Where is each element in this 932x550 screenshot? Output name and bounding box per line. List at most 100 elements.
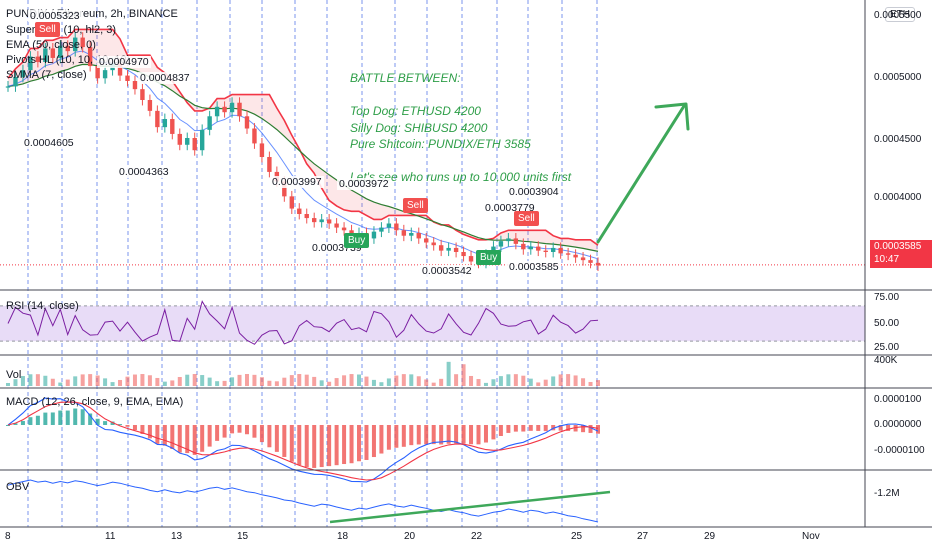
macd-pane[interactable] bbox=[6, 397, 600, 483]
rsi-label[interactable]: RSI (14, close) bbox=[6, 300, 79, 312]
volume-label[interactable]: Vol bbox=[6, 369, 22, 381]
macd-hist-bar bbox=[461, 425, 466, 444]
rsi-tick: 25.00 bbox=[874, 342, 900, 353]
volume-bar bbox=[118, 379, 123, 386]
grid-lines bbox=[27, 0, 598, 527]
time-tick: 11 bbox=[105, 531, 116, 542]
volume-bar bbox=[431, 382, 436, 386]
volume-bar bbox=[424, 379, 429, 386]
volume-bar bbox=[357, 374, 362, 386]
candle-body bbox=[132, 81, 138, 90]
candle-body bbox=[58, 45, 63, 58]
macd-hist-bar bbox=[491, 425, 496, 440]
macd-hist-bar bbox=[319, 425, 324, 468]
macd-hist-bar bbox=[140, 425, 145, 434]
volume-bar bbox=[170, 380, 175, 386]
candle-body bbox=[543, 250, 548, 252]
rsi-pane[interactable] bbox=[0, 300, 865, 345]
buy-signal[interactable]: Buy bbox=[344, 233, 370, 248]
volume-bar bbox=[334, 378, 339, 386]
sell-signal[interactable]: Sell bbox=[35, 22, 60, 37]
buy-signal[interactable]: Buy bbox=[476, 250, 502, 265]
indicator-ema[interactable]: EMA (50, close, 0) bbox=[6, 39, 96, 51]
volume-bar bbox=[566, 374, 571, 386]
indicator-supertrend[interactable]: Supertrend (10, hl2, 3) bbox=[6, 24, 117, 36]
candle-body bbox=[401, 230, 407, 236]
macd-hist-bar bbox=[581, 425, 586, 433]
macd-hist-bar bbox=[409, 425, 414, 446]
volume-bar bbox=[237, 374, 242, 386]
candle-body bbox=[371, 231, 377, 239]
time-tick: Nov bbox=[802, 531, 820, 542]
candle-body bbox=[177, 133, 182, 145]
macd-hist-bar bbox=[469, 425, 474, 445]
volume-bar bbox=[558, 374, 563, 386]
volume-bar bbox=[401, 374, 406, 386]
candle-body bbox=[65, 45, 70, 52]
candle-body bbox=[334, 223, 339, 228]
volume-bar bbox=[155, 377, 160, 386]
candle-body bbox=[73, 37, 78, 52]
time-tick: 27 bbox=[637, 531, 649, 542]
candle-body bbox=[20, 70, 26, 77]
macd-hist-bar bbox=[65, 410, 70, 425]
macd-hist-bar bbox=[416, 425, 421, 445]
annotation-text[interactable]: BATTLE BETWEEN: Top Dog: ETHUSD 4200 Sil… bbox=[350, 70, 571, 186]
volume-bar bbox=[267, 380, 272, 386]
macd-hist-bar bbox=[50, 412, 55, 425]
macd-hist-bar bbox=[13, 423, 18, 425]
volume-bar bbox=[132, 374, 137, 386]
candle-body bbox=[13, 76, 18, 87]
candle-body bbox=[438, 245, 444, 251]
sell-signal[interactable]: Sell bbox=[514, 211, 539, 226]
time-tick: 18 bbox=[337, 531, 349, 542]
macd-hist-bar bbox=[80, 409, 85, 425]
obv-label[interactable]: OBV bbox=[6, 481, 30, 493]
volume-bar bbox=[551, 376, 556, 386]
macd-hist-bar bbox=[274, 425, 279, 452]
macd-hist-bar bbox=[58, 410, 63, 425]
currency-button[interactable]: ETH bbox=[885, 7, 915, 22]
candle-body bbox=[312, 218, 317, 223]
macd-hist-bar bbox=[543, 425, 548, 432]
pane-dividers bbox=[0, 0, 932, 528]
obv-pane[interactable] bbox=[7, 479, 611, 524]
candle-body bbox=[80, 37, 85, 48]
macd-hist-bar bbox=[334, 425, 339, 466]
volume-pane[interactable] bbox=[6, 361, 600, 386]
candle-body bbox=[326, 219, 332, 224]
time-tick: 15 bbox=[237, 531, 249, 542]
rsi-line bbox=[7, 300, 599, 345]
pivot-label: 0.0004605 bbox=[22, 137, 76, 149]
macd-label[interactable]: MACD (12, 26, close, 9, EMA, EMA) bbox=[6, 396, 184, 408]
indicator-smma[interactable]: SMMA (7, close) bbox=[6, 69, 87, 81]
volume-bar bbox=[439, 378, 444, 386]
macd-hist-bar bbox=[110, 421, 115, 425]
pivot-label: 0.0004363 bbox=[117, 166, 171, 178]
candle-body bbox=[199, 129, 205, 151]
volume-bar bbox=[73, 376, 78, 386]
volume-bar bbox=[379, 382, 384, 386]
volume-bar bbox=[483, 382, 488, 386]
volume-bar bbox=[140, 374, 145, 386]
pivot-label: 0.0003904 bbox=[507, 186, 561, 198]
macd-hist-bar bbox=[259, 425, 264, 443]
candle-body bbox=[468, 256, 474, 262]
volume-bar bbox=[28, 374, 33, 386]
macd-hist-bar bbox=[282, 425, 287, 457]
macd-hist-bar bbox=[596, 425, 600, 434]
macd-hist-bar bbox=[566, 425, 571, 431]
sell-signal[interactable]: Sell bbox=[403, 198, 428, 213]
candle-body bbox=[506, 238, 511, 242]
volume-bar bbox=[50, 378, 55, 386]
macd-hist-bar bbox=[207, 425, 212, 447]
volume-bar bbox=[498, 376, 503, 386]
macd-hist-bar bbox=[439, 425, 444, 445]
rsi-tick: 75.00 bbox=[874, 292, 900, 303]
volume-bar bbox=[581, 378, 586, 386]
macd-hist-bar bbox=[230, 425, 235, 434]
volume-bar bbox=[342, 375, 347, 386]
volume-bar bbox=[274, 381, 279, 386]
candle-body bbox=[595, 262, 601, 266]
